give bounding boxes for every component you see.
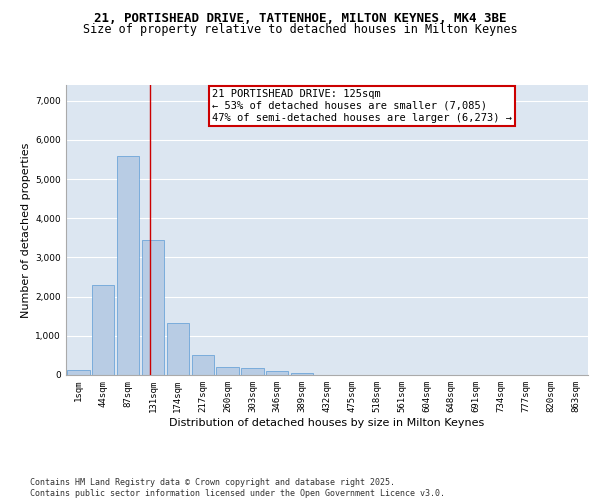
- Text: 21 PORTISHEAD DRIVE: 125sqm
← 53% of detached houses are smaller (7,085)
47% of : 21 PORTISHEAD DRIVE: 125sqm ← 53% of det…: [212, 90, 512, 122]
- Bar: [266, 372, 289, 375]
- Bar: [92, 285, 115, 375]
- Bar: [191, 356, 214, 375]
- Text: Size of property relative to detached houses in Milton Keynes: Size of property relative to detached ho…: [83, 22, 517, 36]
- Bar: [291, 373, 313, 375]
- Bar: [167, 324, 189, 375]
- Bar: [217, 367, 239, 375]
- Y-axis label: Number of detached properties: Number of detached properties: [21, 142, 31, 318]
- X-axis label: Distribution of detached houses by size in Milton Keynes: Distribution of detached houses by size …: [169, 418, 485, 428]
- Text: Contains HM Land Registry data © Crown copyright and database right 2025.
Contai: Contains HM Land Registry data © Crown c…: [30, 478, 445, 498]
- Text: 21, PORTISHEAD DRIVE, TATTENHOE, MILTON KEYNES, MK4 3BE: 21, PORTISHEAD DRIVE, TATTENHOE, MILTON …: [94, 12, 506, 26]
- Bar: [67, 370, 89, 375]
- Bar: [241, 368, 263, 375]
- Bar: [142, 240, 164, 375]
- Bar: [117, 156, 139, 375]
